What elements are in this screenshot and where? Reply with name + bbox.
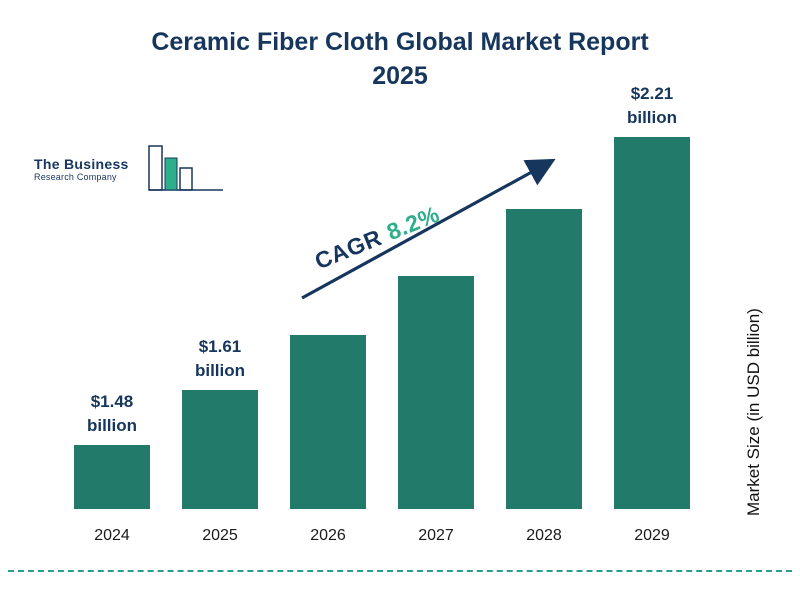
bar — [74, 445, 150, 509]
bar-value-label: $1.61 billion — [194, 336, 246, 381]
page-title: Ceramic Fiber Cloth Global Market Report… — [0, 26, 800, 94]
x-tick-label: 2026 — [310, 527, 346, 544]
page-title-line2: 2025 — [372, 61, 428, 90]
x-tick-label: 2025 — [202, 527, 238, 544]
x-tick-label: 2024 — [94, 527, 130, 544]
bar-group: 2028 — [490, 75, 598, 545]
bar — [290, 335, 366, 509]
company-logo-subname: Research Company — [34, 172, 117, 182]
bar-group: $2.21 billion 2029 — [598, 75, 706, 545]
bar-chart-logo-icon — [135, 142, 227, 201]
company-logo-name: The Business — [34, 156, 129, 172]
bar-chart: $1.48 billion 2024 $1.61 billion 2025 2026 20… — [58, 75, 706, 545]
page-title-line1: Ceramic Fiber Cloth Global Market Report — [151, 28, 649, 56]
bar-value-label: $2.21 billion — [626, 83, 678, 128]
bar-group: $1.48 billion 2024 — [58, 75, 166, 545]
x-tick-label: 2029 — [634, 527, 670, 544]
x-tick-label: 2028 — [526, 527, 562, 544]
bar-value-label: $1.48 billion — [86, 391, 138, 436]
growth-arrow-icon — [301, 158, 556, 300]
y-axis-label: Market Size (in USD billion) — [744, 308, 763, 516]
bar — [506, 209, 582, 509]
x-tick-label: 2027 — [418, 527, 454, 544]
company-logo-text: The Business Research Company — [34, 156, 129, 182]
bar-group: 2026 — [274, 75, 382, 545]
bar-group: $1.61 billion 2025 — [166, 75, 274, 545]
bar — [614, 137, 690, 509]
company-logo: The Business Research Company — [34, 142, 227, 201]
bar — [398, 276, 474, 509]
bar — [182, 390, 258, 509]
bottom-dashed-divider — [8, 570, 792, 572]
bar-group: 2027 — [382, 75, 490, 545]
